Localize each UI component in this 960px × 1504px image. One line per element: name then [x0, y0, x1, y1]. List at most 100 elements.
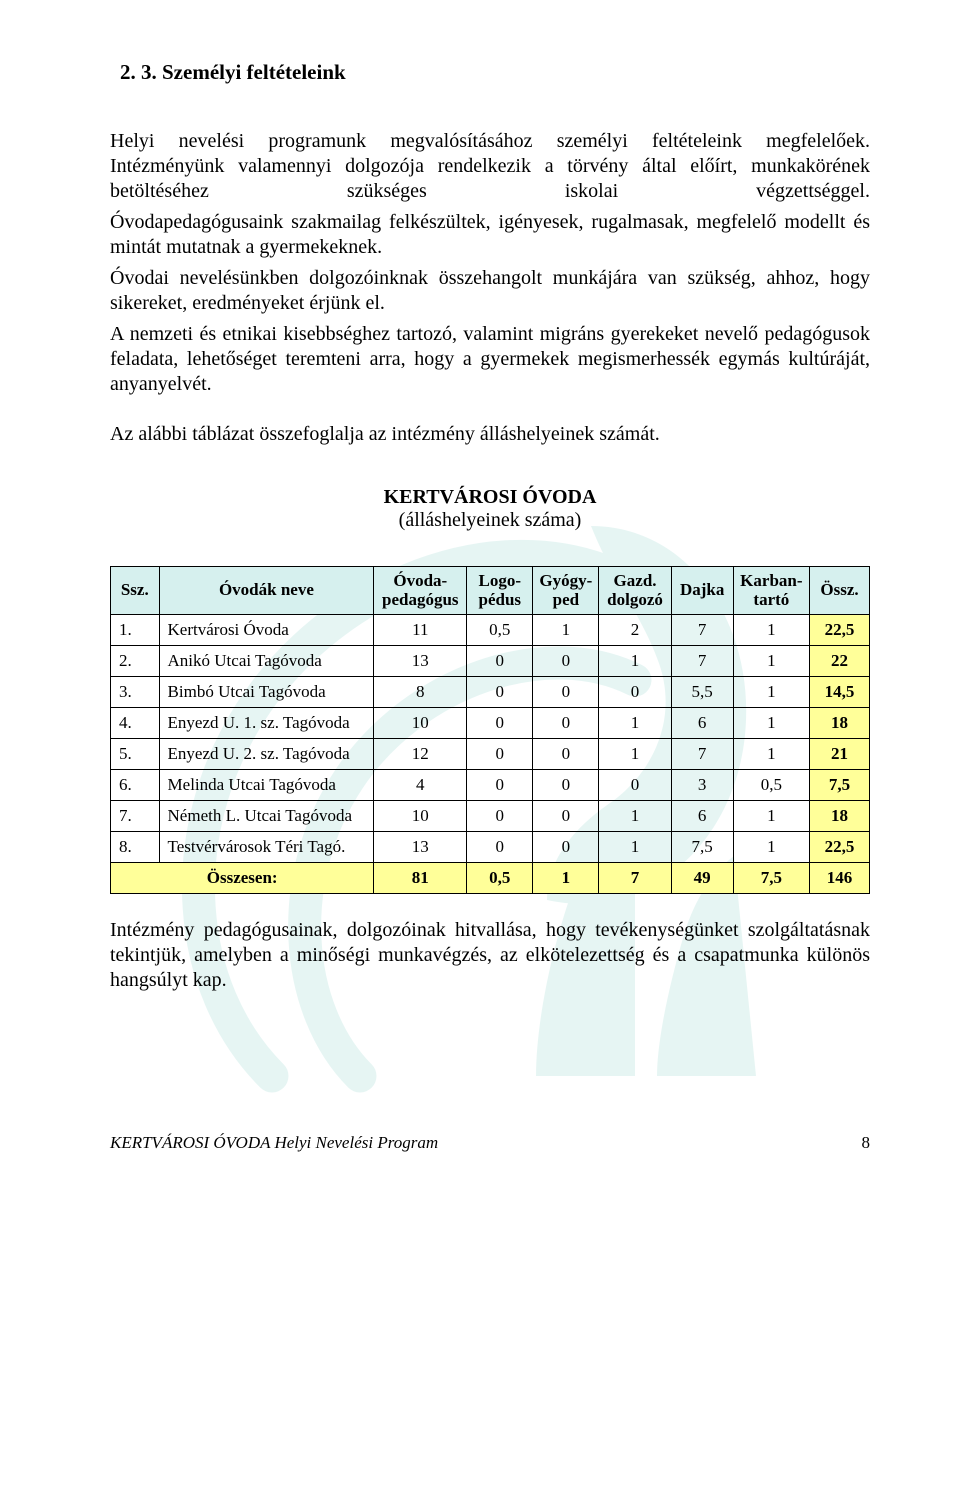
table-row: 1.Kertvárosi Óvoda110,5127122,5: [111, 615, 870, 646]
cell-gazd: 1: [599, 708, 671, 739]
cell-gazd: 0: [599, 677, 671, 708]
table-title: KERTVÁROSI ÓVODA (álláshelyeinek száma): [110, 486, 870, 532]
cell-name: Melinda Utcai Tagóvoda: [159, 770, 374, 801]
cell-ped: 8: [374, 677, 467, 708]
cell-gyogy: 1: [533, 615, 599, 646]
cell-name: Anikó Utcai Tagóvoda: [159, 646, 374, 677]
cell-gyogy: 0: [533, 646, 599, 677]
table-row: 3.Bimbó Utcai Tagóvoda80005,5114,5: [111, 677, 870, 708]
table-row: 8.Testvérvárosok Téri Tagó.130017,5122,5: [111, 832, 870, 863]
footer-left: KERTVÁROSI ÓVODA Helyi Nevelési Program: [110, 1133, 438, 1153]
cell-logo: 0: [467, 832, 533, 863]
cell-karb: 1: [733, 615, 809, 646]
cell-ped: 12: [374, 739, 467, 770]
cell-total: 22: [810, 646, 870, 677]
cell-dajka: 7: [671, 646, 733, 677]
sum-total: 146: [810, 863, 870, 894]
paragraph-4: A nemzeti és etnikai kisebbséghez tartoz…: [110, 322, 870, 397]
cell-name: Kertvárosi Óvoda: [159, 615, 374, 646]
cell-gazd: 1: [599, 801, 671, 832]
cell-karb: 1: [733, 708, 809, 739]
cell-ped: 10: [374, 801, 467, 832]
table-header-row: Ssz. Óvodák neve Óvoda-pedagógus Logo-pé…: [111, 567, 870, 615]
cell-logo: 0: [467, 739, 533, 770]
cell-gyogy: 0: [533, 832, 599, 863]
th-name: Óvodák neve: [159, 567, 374, 615]
cell-total: 18: [810, 801, 870, 832]
cell-ped: 13: [374, 832, 467, 863]
cell-logo: 0: [467, 646, 533, 677]
cell-ssz: 7.: [111, 801, 160, 832]
cell-karb: 1: [733, 801, 809, 832]
sum-logo: 0,5: [467, 863, 533, 894]
cell-name: Németh L. Utcai Tagóvoda: [159, 801, 374, 832]
cell-ped: 13: [374, 646, 467, 677]
positions-table: Ssz. Óvodák neve Óvoda-pedagógus Logo-pé…: [110, 566, 870, 894]
cell-dajka: 7: [671, 739, 733, 770]
footer-page-number: 8: [862, 1133, 871, 1153]
cell-total: 18: [810, 708, 870, 739]
cell-total: 22,5: [810, 615, 870, 646]
th-gyogy: Gyógy-ped: [533, 567, 599, 615]
cell-dajka: 6: [671, 801, 733, 832]
cell-total: 14,5: [810, 677, 870, 708]
table-row: 7.Németh L. Utcai Tagóvoda100016118: [111, 801, 870, 832]
th-gazd: Gazd.dolgozó: [599, 567, 671, 615]
cell-ssz: 2.: [111, 646, 160, 677]
table-row: 5.Enyezd U. 2. sz. Tagóvoda120017121: [111, 739, 870, 770]
cell-logo: 0: [467, 801, 533, 832]
closing-paragraph: Intézmény pedagógusainak, dolgozóinak hi…: [110, 918, 870, 993]
cell-name: Testvérvárosok Téri Tagó.: [159, 832, 374, 863]
cell-gyogy: 0: [533, 677, 599, 708]
table-row: 2.Anikó Utcai Tagóvoda130017122: [111, 646, 870, 677]
cell-logo: 0,5: [467, 615, 533, 646]
cell-dajka: 7: [671, 615, 733, 646]
table-title-sub: (álláshelyeinek száma): [399, 509, 582, 531]
cell-karb: 1: [733, 739, 809, 770]
sum-karb: 7,5: [733, 863, 809, 894]
th-ssz: Ssz.: [111, 567, 160, 615]
cell-logo: 0: [467, 770, 533, 801]
paragraph-3: Óvodai nevelésünkben dolgozóinknak össze…: [110, 266, 870, 316]
cell-ped: 4: [374, 770, 467, 801]
cell-dajka: 3: [671, 770, 733, 801]
cell-ssz: 4.: [111, 708, 160, 739]
table-sum-row: Összesen:810,517497,5146: [111, 863, 870, 894]
cell-ssz: 1.: [111, 615, 160, 646]
cell-ssz: 5.: [111, 739, 160, 770]
sum-ped: 81: [374, 863, 467, 894]
cell-karb: 1: [733, 677, 809, 708]
th-logo: Logo-pédus: [467, 567, 533, 615]
table-title-main: KERTVÁROSI ÓVODA: [384, 486, 597, 508]
sum-dajka: 49: [671, 863, 733, 894]
cell-dajka: 6: [671, 708, 733, 739]
paragraph-1: Helyi nevelési programunk megvalósításáh…: [110, 129, 870, 204]
th-ped: Óvoda-pedagógus: [374, 567, 467, 615]
cell-logo: 0: [467, 708, 533, 739]
cell-karb: 1: [733, 646, 809, 677]
cell-gyogy: 0: [533, 708, 599, 739]
cell-ped: 10: [374, 708, 467, 739]
cell-gyogy: 0: [533, 770, 599, 801]
cell-ssz: 6.: [111, 770, 160, 801]
table-row: 6.Melinda Utcai Tagóvoda400030,57,5: [111, 770, 870, 801]
cell-dajka: 5,5: [671, 677, 733, 708]
cell-ssz: 8.: [111, 832, 160, 863]
cell-name: Enyezd U. 1. sz. Tagóvoda: [159, 708, 374, 739]
cell-ssz: 3.: [111, 677, 160, 708]
th-ossz: Össz.: [810, 567, 870, 615]
sum-label: Összesen:: [111, 863, 374, 894]
th-dajka: Dajka: [671, 567, 733, 615]
page-footer: KERTVÁROSI ÓVODA Helyi Nevelési Program …: [110, 1133, 870, 1153]
cell-gazd: 1: [599, 646, 671, 677]
cell-karb: 0,5: [733, 770, 809, 801]
sum-gazd: 7: [599, 863, 671, 894]
paragraph-2: Óvodapedagógusaink szakmailag felkészült…: [110, 210, 870, 260]
cell-dajka: 7,5: [671, 832, 733, 863]
cell-gazd: 2: [599, 615, 671, 646]
cell-total: 7,5: [810, 770, 870, 801]
cell-karb: 1: [733, 832, 809, 863]
th-karb: Karban-tartó: [733, 567, 809, 615]
cell-name: Bimbó Utcai Tagóvoda: [159, 677, 374, 708]
cell-gazd: 1: [599, 832, 671, 863]
